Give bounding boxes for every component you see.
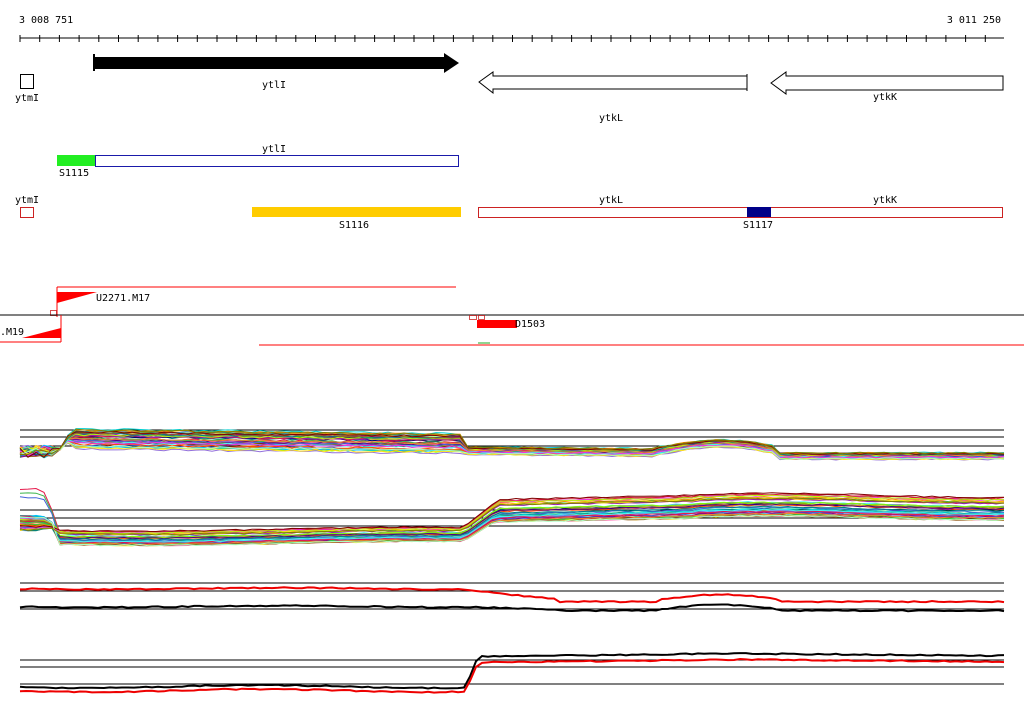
expression-panel-selected-minus [19, 652, 1005, 694]
segment-S1115[interactable] [57, 155, 95, 166]
expression-trace [19, 437, 1004, 458]
expression-panel-selected-plus [19, 582, 1005, 613]
gene-label-ytkL: ytkL [599, 113, 623, 124]
transcript-ytkL-ytkK[interactable] [478, 207, 1003, 218]
gene-label-ytlI: ytlI [262, 80, 286, 91]
selected-trace [19, 603, 1005, 613]
tss-U2271-M17[interactable] [57, 292, 97, 303]
expression-trace [19, 440, 1005, 459]
segment-label-S1117: S1117 [743, 220, 773, 231]
feature-label-D1503: D1503 [515, 319, 545, 330]
expression-trace [19, 493, 1005, 533]
gene-label-ytmI: ytmI [15, 93, 39, 104]
gene-track: ytmI ytlI ytkL ytkK [15, 53, 1004, 124]
coordinate-start-label: 3 008 751 [19, 15, 73, 26]
expression-panel-all-conditions-minus [19, 487, 1005, 547]
selected-trace [19, 657, 1005, 694]
expression-trace [20, 428, 1005, 455]
transcript-ytmI[interactable] [20, 207, 34, 218]
expression-trace [19, 505, 1005, 541]
transcript-ytlI[interactable] [95, 155, 459, 167]
feature-label-M19: .M19 [0, 327, 24, 338]
feature-D1503[interactable] [477, 320, 517, 328]
gene-ytkK[interactable] [770, 71, 1004, 95]
feature-label-U2271-M17: U2271.M17 [96, 293, 150, 304]
expression-trace [19, 441, 1005, 461]
expression-trace [19, 497, 1005, 536]
expression-trace [19, 492, 1005, 533]
coordinate-ruler [19, 35, 1004, 42]
ruler-ticks [19, 35, 986, 42]
expression-trace [19, 514, 1005, 547]
expression-trace [19, 501, 1005, 539]
tss-M19[interactable] [22, 328, 61, 338]
transcript-label-ytlI: ytlI [262, 144, 286, 155]
segment-label-S1116: S1116 [339, 220, 369, 231]
gene-ytkL[interactable] [478, 71, 748, 95]
expression-trace [19, 441, 1005, 460]
segment-S1116[interactable] [252, 207, 461, 217]
expression-trace [19, 503, 1005, 540]
expression-trace [19, 512, 1005, 546]
transcript-track-2: ytmI S1116 ytkL ytkK S1117 [15, 195, 1003, 231]
gene-ytlI[interactable] [93, 53, 459, 73]
gene-ytmI[interactable] [20, 74, 34, 89]
transcript-label-ytmI: ytmI [15, 195, 39, 206]
gene-label-ytkK: ytkK [873, 92, 897, 103]
expression-panel-all-conditions-plus [19, 428, 1005, 461]
segment-S1117[interactable] [747, 207, 771, 217]
selected-trace [19, 586, 1005, 604]
expression-trace [19, 511, 1005, 545]
transcript-label-ytkL: ytkL [599, 195, 623, 206]
coordinate-end-label: 3 011 250 [947, 15, 1001, 26]
transcript-track-1: ytlI S1115 [57, 144, 459, 179]
expression-trace [19, 494, 1005, 534]
transcript-label-ytkK: ytkK [873, 195, 897, 206]
gene-ytlI-arrow [94, 53, 459, 73]
selected-trace [19, 652, 1005, 690]
segment-label-S1115: S1115 [59, 168, 89, 179]
expression-trace [20, 508, 1005, 543]
feature-track: U2271.M17 .M19 D1503 [0, 286, 1024, 346]
